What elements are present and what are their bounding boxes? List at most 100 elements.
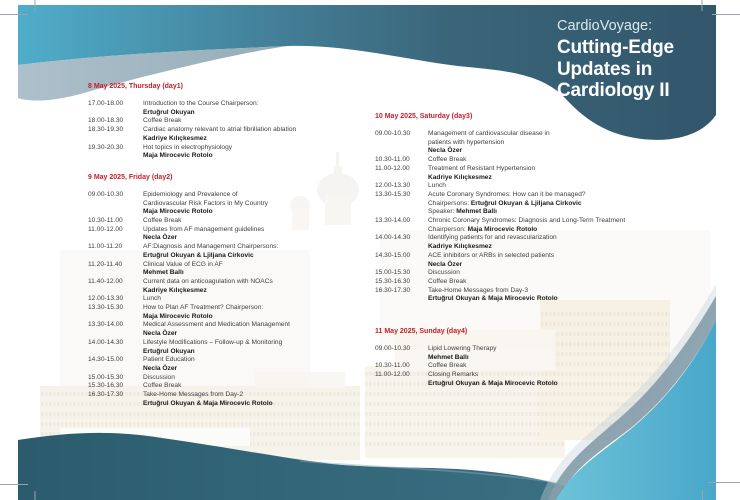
session-time: 16.30-17.30 — [375, 286, 411, 294]
session-time: 11.00-11.20 — [88, 243, 123, 251]
schedule-row: 13.30-14.00 Chronic Coronary Syndromes: … — [375, 217, 713, 234]
session-line: AF:Diagnosis and Management Chairpersons… — [143, 243, 279, 251]
session-time: 13.30-14.00 — [375, 217, 411, 225]
session-description: Identifying patients for and revasculari… — [428, 234, 713, 251]
session-time: 09.00-10.30 — [375, 345, 411, 353]
schedule-row: 14.30-15.00 Patient Education Necla Özer — [88, 356, 364, 373]
schedule-row: 11.20-11.40 Clinical Value of ECG in AF M… — [88, 261, 364, 278]
session-description: Medical Assessment and Medication Manage… — [143, 321, 364, 338]
session-time: 17.00-18.00 — [88, 100, 124, 107]
session-time: 10.30-11.00 — [88, 217, 123, 225]
session-line: Chairperson: Maja Mirocevic Rotolo — [428, 225, 538, 233]
session-time: 10.30-11.00 — [375, 362, 410, 370]
day-schedule: 9 May 2025, Friday (day2) 09.00-10.30 Ep… — [88, 174, 364, 409]
session-time: 11.00-12.00 — [375, 371, 410, 379]
session-line: Necla Özer — [143, 364, 178, 372]
session-time: 15.30-16.30 — [375, 277, 411, 285]
schedule-row: 18.00-18.30 Coffee Break — [88, 117, 364, 126]
session-line: How to Plan AF Treatment? Chairperson: — [143, 304, 264, 312]
session-line: Take-Home Messages from Day-2 — [143, 391, 244, 399]
session-line: Ertuğrul Okuyan & Maja Mirocevic Rotolo — [428, 295, 558, 303]
session-time: 19.30-20.30 — [88, 143, 124, 151]
session-description: Cardiac anatomy relevant to atrial fibri… — [143, 126, 364, 143]
session-description: How to Plan AF Treatment? Chairperson: Ma… — [143, 304, 364, 321]
session-line: ACE inhibitors or ARBs in selected patie… — [428, 251, 555, 259]
session-line: Updates from AF management guidelines — [143, 225, 265, 233]
session-line: Coffee Break — [428, 277, 467, 285]
session-line: Cardiac anatomy relevant to atrial fibri… — [143, 126, 297, 134]
session-line: Kadriye Kılıçkesmez — [428, 173, 492, 181]
session-description: Chronic Coronary Syndromes: Diagnosis an… — [428, 217, 713, 234]
day-header: 10 May 2025, Saturday (day3) — [375, 113, 473, 120]
session-line: Maja Mirocevic Rotolo — [143, 312, 213, 320]
schedule-row: 16.30-17.30 Take-Home Messages from Day-… — [375, 287, 713, 304]
session-line: Acute Coronary Syndromes: How can it be … — [428, 190, 586, 198]
session-line: Closing Remarks — [428, 371, 479, 379]
session-time: 14.00-14.30 — [88, 338, 124, 346]
schedule-row: 09.00-10.30 Management of cardiovascular… — [375, 130, 713, 156]
session-time: 15.00-15.30 — [375, 269, 411, 277]
session-line: Lifestyle Modifications – Follow-up & Mo… — [143, 338, 283, 346]
day-header: 9 May 2025, Friday (day2) — [88, 173, 173, 181]
session-description: Lifestyle Modifications – Follow-up & Mo… — [143, 339, 364, 356]
session-line: Take-Home Messages from Day-3 — [428, 286, 529, 294]
session-line: Current data on anticoagulation with NOA… — [143, 277, 273, 285]
day-schedule: 8 May 2025, Thursday (day1) 17.00-18.00 … — [88, 83, 364, 161]
session-line: Necla Özer — [428, 260, 463, 268]
session-description: Coffee Break — [428, 156, 713, 165]
session-time: 14.00-14.30 — [375, 234, 411, 242]
session-line: Discussion — [143, 373, 175, 381]
session-line: patients with hypertension — [428, 138, 505, 146]
session-time: 13.30-15.30 — [375, 190, 411, 198]
schedule-row: 11.40-12.00 Current data on anticoagulat… — [88, 278, 364, 295]
event-series-name: CardioVoyage: — [557, 18, 653, 34]
session-line: Mehmet Ballı — [143, 269, 184, 277]
schedule-row: 09.00-10.30 Lipid Lowering Therapy Mehmet… — [375, 345, 713, 362]
session-line: Management of cardiovascular disease in — [428, 130, 550, 137]
session-description: Coffee Break — [428, 362, 713, 371]
session-line: Clinical Value of ECG in AF — [143, 260, 223, 268]
session-list: 09.00-10.30 Epidemiology and Prevalence … — [88, 191, 364, 409]
session-time: 11.00-12.00 — [88, 225, 123, 233]
session-list: 17.00-18.00 Introduction to the Course C… — [88, 100, 364, 161]
session-line: Mehmet Ballı — [428, 353, 469, 361]
session-time: 15.00-15.30 — [88, 373, 124, 381]
session-description: Discussion — [428, 269, 713, 278]
session-line: Speaker: Mehmet Ballı — [428, 208, 497, 216]
schedule-row: 11.00-12.00 Closing Remarks Ertuğrul Okuy… — [375, 371, 713, 388]
session-list: 09.00-10.30 Management of cardiovascular… — [375, 130, 713, 304]
session-line: Lunch — [428, 182, 446, 190]
session-time: 14.30-15.00 — [88, 356, 124, 364]
schedule-row: 14.30-15.00 ACE inhibitors or ARBs in se… — [375, 252, 713, 269]
event-title-line-2: Updates in — [557, 58, 653, 80]
session-description: Treatment of Resistant Hypertension Kadri… — [428, 165, 713, 182]
session-time: 16.30-17.30 — [88, 391, 124, 399]
bottom-right-wave — [556, 320, 716, 500]
schedule-row: 15.30-16.30 Coffee Break — [88, 382, 364, 391]
session-line: Coffee Break — [428, 362, 467, 370]
schedule-row: 15.00-15.30 Discussion — [88, 374, 364, 383]
schedule-column-left: 8 May 2025, Thursday (day1) 17.00-18.00 … — [88, 83, 364, 422]
schedule-row: 10.30-11.00 Coffee Break — [375, 362, 713, 371]
schedule-row: 13.30-15.30 Acute Coronary Syndromes: Ho… — [375, 191, 713, 217]
top-wave-accent-band — [18, 46, 288, 101]
bottom-left-wave-highlight — [299, 460, 559, 484]
schedule-row: 12.00-13.30 Lunch — [375, 182, 713, 191]
session-line: Maja Mirocevic Rotolo — [143, 152, 213, 160]
schedule-row: 10.30-11.00 Coffee Break — [375, 156, 713, 165]
session-time: 13.30-15.30 — [88, 304, 124, 312]
session-line: Necla Özer — [143, 330, 178, 338]
schedule-row: 18.30-19.30 Cardiac anatomy relevant to … — [88, 126, 364, 143]
bottom-right-slate-band — [548, 296, 716, 500]
session-line: Kadriye Kılıçkesmez — [143, 286, 207, 294]
session-line: Chronic Coronary Syndromes: Diagnosis an… — [428, 217, 626, 225]
session-line: Introduction to the Course Chairperson: — [143, 100, 259, 107]
schedule-row: 15.30-16.30 Coffee Break — [375, 278, 713, 287]
session-description: Take-Home Messages from Day-3 Ertuğrul Ok… — [428, 287, 713, 304]
bottom-left-wave — [18, 432, 608, 500]
event-title-line-3: Cardiology II — [557, 80, 670, 101]
session-time: 11.00-12.00 — [375, 164, 410, 172]
session-line: Epidemiology and Prevalence of — [143, 190, 238, 198]
